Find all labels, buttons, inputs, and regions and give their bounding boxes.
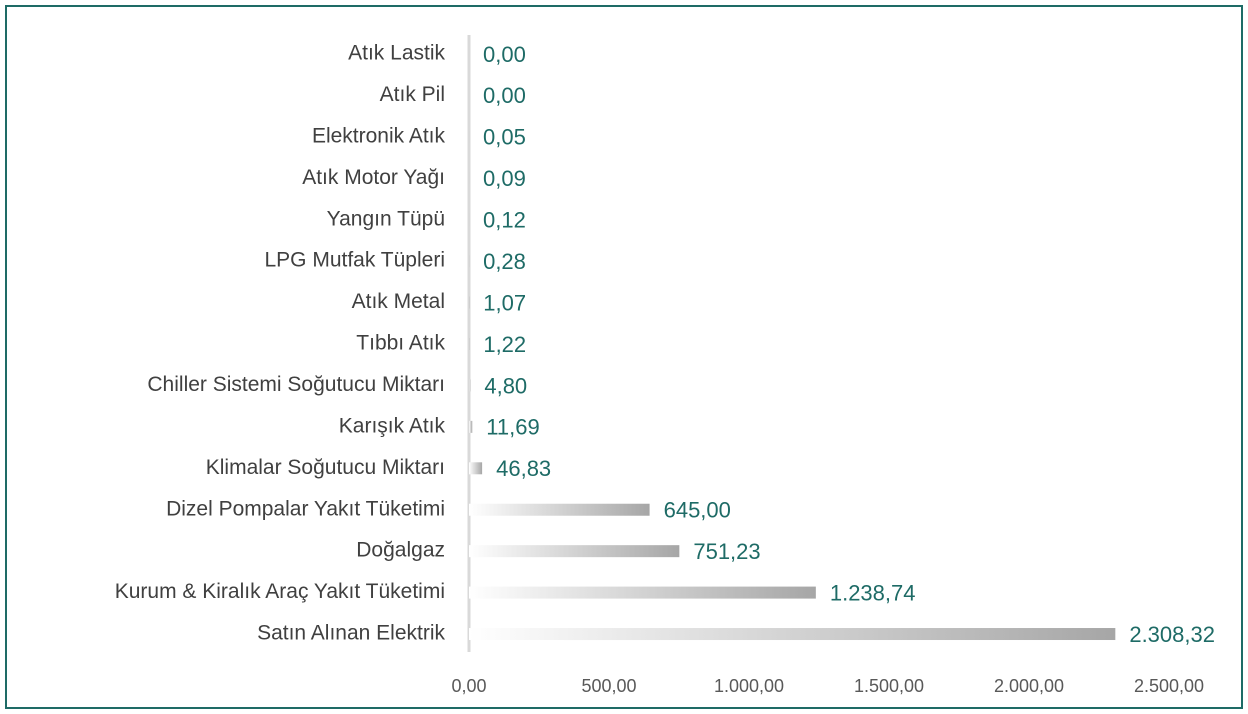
y-tick-label: Chiller Sistemi Soğutucu Miktarı bbox=[147, 373, 445, 396]
x-tick-label: 2.500,00 bbox=[1134, 676, 1204, 696]
value-label: 0,12 bbox=[483, 208, 526, 233]
y-tick-label: Klimalar Soğutucu Miktarı bbox=[206, 456, 445, 479]
value-label: 2.308,32 bbox=[1129, 622, 1215, 647]
bar bbox=[469, 545, 680, 558]
y-tick-label: Satın Alınan Elektrik bbox=[257, 622, 445, 645]
y-tick-label: Tıbbı Atık bbox=[356, 332, 445, 355]
x-tick-label: 1.000,00 bbox=[714, 676, 784, 696]
value-label: 1,07 bbox=[483, 290, 526, 315]
bar bbox=[469, 586, 816, 599]
value-label: 46,83 bbox=[496, 456, 551, 481]
y-tick-label: Doğalgaz bbox=[356, 539, 445, 562]
value-label: 645,00 bbox=[664, 498, 731, 523]
value-label: 0,05 bbox=[483, 125, 526, 150]
bar bbox=[469, 420, 473, 433]
y-tick-label: Kurum & Kiralık Araç Yakıt Tüketimi bbox=[115, 580, 445, 603]
value-label: 0,28 bbox=[483, 249, 526, 274]
value-label: 1,22 bbox=[483, 332, 526, 357]
y-tick-label: Yangın Tüpü bbox=[327, 207, 445, 230]
value-label: 11,69 bbox=[486, 415, 539, 440]
bar bbox=[469, 503, 650, 516]
bar bbox=[469, 462, 483, 475]
y-tick-label: Dizel Pompalar Yakıt Tüketimi bbox=[166, 497, 445, 520]
y-tick-label: Elektronik Atık bbox=[312, 124, 446, 147]
value-label: 0,00 bbox=[483, 42, 526, 67]
value-label: 751,23 bbox=[693, 539, 760, 564]
x-tick-label: 1.500,00 bbox=[854, 676, 924, 696]
x-tick-label: 0,00 bbox=[451, 676, 486, 696]
bar bbox=[469, 628, 1116, 641]
y-tick-label: LPG Mutfak Tüpleri bbox=[264, 249, 445, 272]
y-tick-label: Atık Metal bbox=[352, 290, 445, 313]
value-label: 4,80 bbox=[484, 373, 527, 398]
value-label: 0,00 bbox=[483, 83, 526, 108]
y-tick-label: Atık Lastik bbox=[348, 42, 445, 65]
value-label: 0,09 bbox=[483, 166, 526, 191]
y-tick-label: Karışık Atık bbox=[339, 414, 446, 437]
x-tick-label: 2.000,00 bbox=[994, 676, 1064, 696]
bar bbox=[469, 379, 471, 392]
value-label: 1.238,74 bbox=[830, 580, 916, 605]
y-tick-label: Atık Motor Yağı bbox=[302, 166, 445, 189]
y-tick-label: Atık Pil bbox=[380, 83, 445, 106]
x-tick-label: 500,00 bbox=[581, 676, 636, 696]
